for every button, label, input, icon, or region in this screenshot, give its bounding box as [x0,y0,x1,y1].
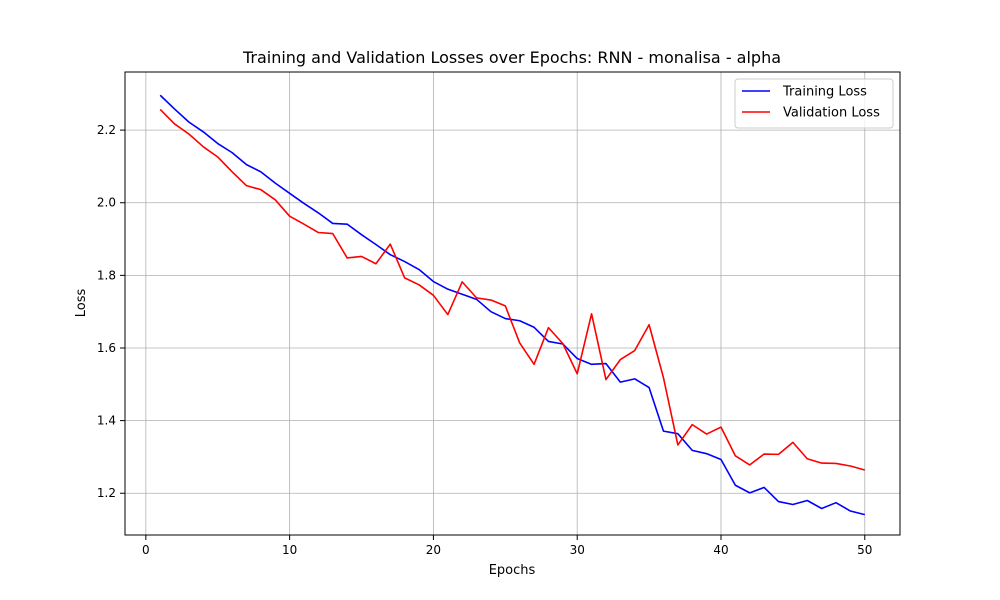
y-tick-label: 1.6 [97,341,116,355]
x-tick-label: 40 [713,543,728,557]
grid [125,72,900,535]
training-loss-line [159,94,865,516]
plot-frame [124,71,901,536]
x-tick-label: 30 [570,543,585,557]
legend-box [734,78,894,129]
chart-title: Training and Validation Losses over Epoc… [242,48,781,67]
series-lines [159,94,865,516]
legend-label-training-loss: Training Loss [782,85,867,100]
validation-loss-line [159,108,865,471]
x-axis-label: Epochs [489,563,536,578]
x-tick-label: 0 [142,543,150,557]
x-tick-label: 20 [426,543,441,557]
legend: Training Loss Validation Loss [734,78,894,129]
y-tick-label: 1.4 [97,414,116,428]
x-tick-label: 10 [282,543,297,557]
x-tick-label: 50 [857,543,872,557]
x-axis-ticks: 0 10 20 30 40 50 [142,535,872,557]
y-tick-label: 1.8 [97,268,116,282]
legend-label-validation-loss: Validation Loss [783,106,880,121]
y-tick-label: 2.0 [97,196,116,210]
y-tick-label: 2.2 [97,123,116,137]
y-tick-label: 1.2 [97,486,116,500]
y-axis-ticks: 1.2 1.4 1.6 1.8 2.0 2.2 [97,123,125,500]
y-axis-label: Loss [74,289,89,318]
